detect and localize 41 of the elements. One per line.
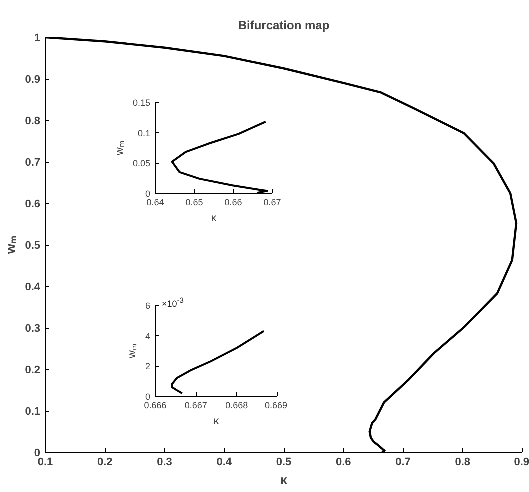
- x-tick-label: 0.3: [157, 456, 172, 468]
- x-tick-label: 0.6: [336, 456, 352, 468]
- x-tick-label: 0.5: [276, 456, 292, 468]
- y-axis-title: wₘ: [126, 344, 138, 360]
- x-axis-title: κ: [280, 472, 288, 488]
- x-tick-label: 0.64: [146, 198, 164, 208]
- x-tick-label: 0.65: [186, 198, 204, 208]
- annotation: ×10$^{-3}$: [162, 296, 184, 311]
- y-tick-label: 0: [34, 448, 41, 460]
- y-tick-label: 0: [145, 189, 151, 199]
- y-tick-label: 0.2: [25, 364, 41, 376]
- x-tick-label: 0.7: [396, 456, 411, 468]
- x-tick-label: 0.2: [97, 456, 113, 468]
- y-tick-label: 0.5: [25, 240, 41, 252]
- y-tick-label: 0.8: [25, 116, 41, 128]
- y-axis-title: wₘ: [3, 236, 18, 256]
- x-tick-label: 0.668: [226, 400, 248, 410]
- y-tick-label: 4: [145, 331, 151, 342]
- chart-title: Bifurcation map: [238, 18, 330, 32]
- x-axis-title: κ: [214, 416, 220, 428]
- y-tick-label: 0.15: [132, 98, 151, 108]
- y-tick-label: 1: [34, 32, 41, 44]
- x-axis-title: κ: [211, 212, 218, 224]
- y-tick-label: 0.1: [138, 128, 151, 138]
- y-tick-label: 0.05: [132, 158, 151, 169]
- x-tick-label: 0.4: [216, 456, 233, 468]
- x-tick-label: 0.67: [264, 198, 282, 208]
- y-tick-label: 0.3: [25, 323, 41, 335]
- x-tick-label: 0.9: [514, 456, 529, 468]
- y-tick-label: 2: [145, 362, 151, 372]
- y-tick-label: 6: [145, 301, 151, 311]
- y-tick-label: 0.9: [25, 74, 41, 86]
- x-tick-label: 0.66: [224, 198, 242, 208]
- y-tick-label: 0.4: [25, 282, 42, 294]
- y-tick-label: 0.7: [25, 157, 41, 169]
- x-tick-label: 0.669: [264, 400, 288, 410]
- y-axis-title: wₘ: [114, 140, 126, 156]
- x-tick-label: 0.8: [455, 456, 471, 468]
- x-tick-label: 0.666: [144, 400, 167, 410]
- x-tick-label: 0.667: [184, 400, 208, 410]
- y-tick-label: 0: [145, 392, 151, 402]
